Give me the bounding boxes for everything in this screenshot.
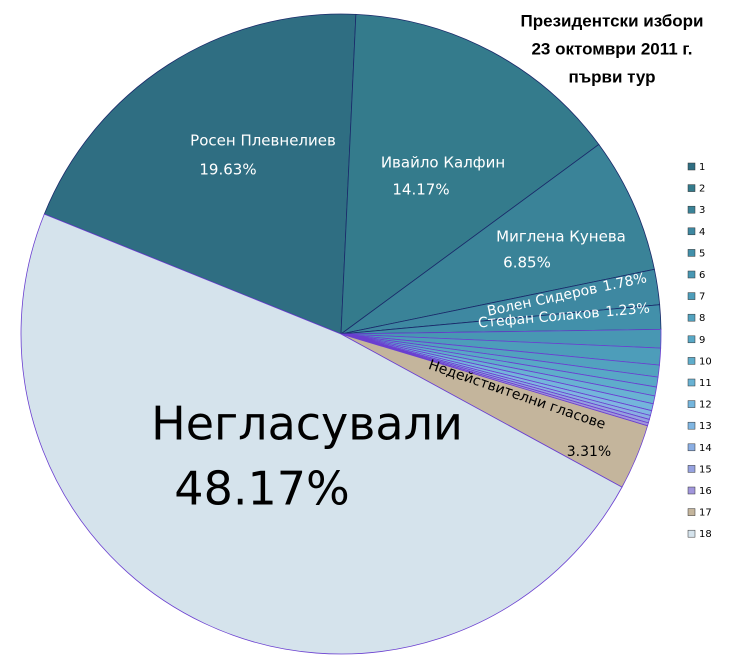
legend-label: 10: [699, 356, 712, 367]
value-label: 48.17%: [174, 462, 349, 516]
pie-slice: [43, 13, 357, 335]
legend-label: 12: [699, 400, 712, 411]
legend-label: 3: [699, 205, 705, 216]
legend-label: 6: [699, 270, 705, 281]
legend-label: 18: [699, 529, 712, 540]
value-label: 3.31%: [567, 444, 611, 460]
legend-label: 17: [699, 508, 712, 519]
legend-swatch: [687, 249, 696, 257]
legend-swatch: [687, 313, 696, 322]
legend-label: 16: [699, 486, 712, 497]
chart-title: първи тур: [568, 67, 655, 86]
legend-label: 14: [699, 443, 712, 454]
chart-title: Президентски избори: [521, 11, 704, 30]
legend-label: 8: [699, 313, 705, 324]
legend-swatch: [687, 400, 696, 408]
value-label: 19.63%: [199, 161, 256, 179]
pie-slice: [340, 13, 600, 335]
legend-swatch: [687, 357, 696, 365]
slice-label: Миглена Кунева: [496, 228, 626, 246]
slice-label: Ивайло Калфин: [381, 154, 505, 172]
legend-swatch: [687, 378, 696, 387]
legend-label: 7: [699, 292, 705, 303]
slice-label: Росен Плевнелиев: [190, 132, 336, 150]
legend-label: 4: [699, 227, 705, 238]
legend-swatch: [687, 443, 696, 452]
legend-swatch: [687, 162, 696, 171]
legend-swatch: [687, 270, 696, 279]
legend-swatch: [687, 335, 696, 344]
legend-label: 11: [699, 378, 712, 389]
legend-swatch: [687, 292, 696, 300]
legend-label: 2: [699, 184, 705, 195]
pie-slice: [20, 213, 623, 655]
legend-swatch: [687, 227, 696, 236]
slice-label: Негласували: [151, 397, 463, 451]
legend-swatch: [687, 421, 696, 430]
legend-label: 5: [699, 248, 705, 259]
legend-swatch: [687, 184, 696, 192]
legend-swatch: [687, 205, 696, 214]
legend-label: 15: [699, 464, 712, 475]
legend-label: 1: [699, 162, 705, 173]
legend-swatch: [687, 486, 696, 495]
legend-swatch: [687, 465, 696, 473]
legend-swatch: [687, 508, 696, 516]
legend-label: 9: [699, 335, 705, 346]
chart-title: 23 октомври 2011 г.: [531, 39, 692, 58]
legend-swatch: [687, 529, 696, 538]
value-label: 6.85%: [503, 254, 551, 272]
value-label: 14.17%: [392, 181, 449, 199]
pie-slice: [340, 143, 655, 335]
legend-label: 13: [699, 421, 712, 432]
value-label: 1.23%: [605, 301, 651, 321]
